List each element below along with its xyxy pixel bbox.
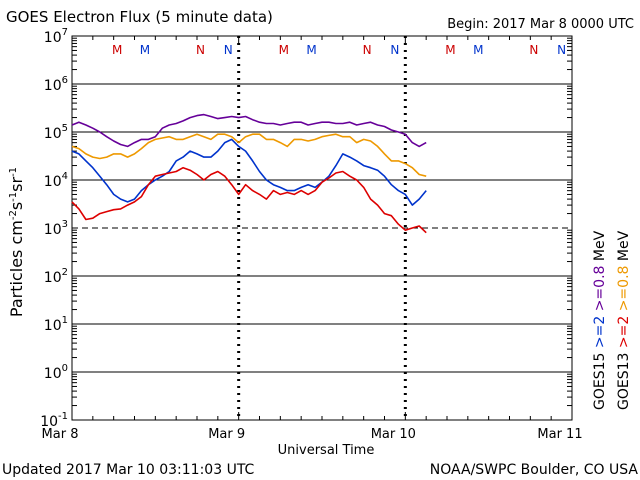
source-credit: NOAA/SWPC Boulder, CO USA <box>430 462 639 478</box>
x-tick-label: Mar 8 <box>42 427 79 442</box>
y-tick-label: 100 <box>44 363 68 382</box>
y-tick-label: 104 <box>44 171 68 190</box>
y-tick-base: 10 <box>44 78 62 94</box>
y-tick-exponent: 1 <box>62 315 68 326</box>
y-tick-base: 10 <box>40 414 58 430</box>
y-tick-label: 102 <box>44 267 68 286</box>
y-tick-base: 10 <box>44 318 62 334</box>
y-tick-exponent: 3 <box>62 219 68 230</box>
grid-layer <box>71 36 573 420</box>
top-marker: N <box>224 43 233 57</box>
y-tick-base: 10 <box>44 174 62 190</box>
legend-part: >=2 <box>592 316 608 353</box>
y-tick-exponent: -1 <box>58 411 68 422</box>
x-axis-label: Universal Time <box>278 443 375 458</box>
series-layer <box>71 113 427 234</box>
y-tick-base: 10 <box>44 126 62 142</box>
top-marker: N <box>196 43 205 57</box>
legend-part: GOES13 <box>616 353 632 410</box>
y-tick-base: 10 <box>44 222 62 238</box>
top-marker: N <box>363 43 372 57</box>
top-marker: M <box>306 43 316 57</box>
series-line <box>71 133 427 177</box>
legend-part: >=2 <box>616 316 632 353</box>
chart-title: GOES Electron Flux (5 minute data) <box>6 8 273 26</box>
y-tick-exponent: 5 <box>62 123 68 134</box>
y-tick-label: 103 <box>44 219 68 238</box>
y-axis-label: Particles cm-2s-1sr-1 <box>7 167 26 317</box>
x-tick-label: Mar 10 <box>371 427 416 442</box>
legend-entry: GOES13 >=2 >=0.8 MeV <box>616 230 632 410</box>
top-marker: M <box>279 43 289 57</box>
y-tick-base: 10 <box>44 30 62 46</box>
series-line <box>71 113 427 148</box>
top-marker: N <box>557 43 566 57</box>
begin-time: Begin: 2017 Mar 8 0000 UTC <box>447 17 634 32</box>
y-tick-exponent: 6 <box>62 75 68 86</box>
top-marker: M <box>140 43 150 57</box>
y-tick-exponent: 2 <box>62 267 68 278</box>
legend-part: MeV <box>592 230 608 265</box>
y-tick-exponent: 0 <box>62 363 68 374</box>
updated-time: Updated 2017 Mar 10 03:11:03 UTC <box>2 462 255 478</box>
top-marker: N <box>390 43 399 57</box>
y-tick-label: 105 <box>44 123 68 142</box>
top-marker: M <box>473 43 483 57</box>
y-tick-label: 106 <box>44 75 68 94</box>
top-marker: N <box>529 43 538 57</box>
top-marker: M <box>445 43 455 57</box>
y-tick-label: 10-1 <box>40 411 68 430</box>
x-tick-labels: Mar 8 Mar 9 Mar 10 Mar 11 <box>42 427 583 442</box>
y-tick-label: 101 <box>44 315 68 334</box>
x-tick-label: Mar 11 <box>537 427 582 442</box>
series-line <box>71 166 427 234</box>
x-tick-label: Mar 9 <box>208 427 245 442</box>
y-tick-label: 107 <box>44 27 68 46</box>
legend-part: >=0.8 <box>592 266 608 316</box>
series-line <box>71 138 427 206</box>
y-tick-exponent: 4 <box>62 171 68 182</box>
y-tick-exponent: 7 <box>62 27 68 38</box>
y-tick-base: 10 <box>44 270 62 286</box>
legend-part: GOES15 <box>592 353 608 410</box>
top-marker: M <box>112 43 122 57</box>
y-tick-base: 10 <box>44 366 62 382</box>
legend-part: >=0.8 <box>616 266 632 316</box>
legend-entry: GOES15 >=2 >=0.8 MeV <box>592 230 608 410</box>
legend-part: MeV <box>616 230 632 265</box>
